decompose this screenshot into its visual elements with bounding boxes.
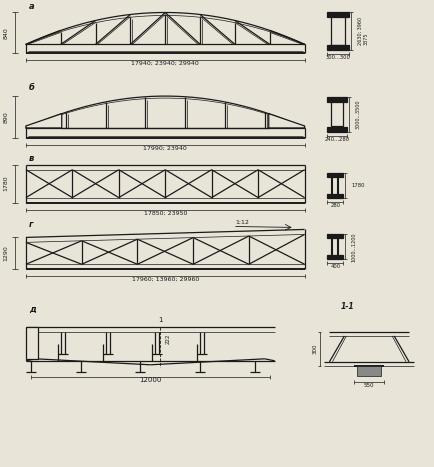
Text: 17940; 23940; 29940: 17940; 23940; 29940: [132, 61, 199, 66]
Text: 222: 222: [165, 333, 170, 344]
Text: 890: 890: [3, 111, 9, 123]
Text: 1780: 1780: [3, 176, 9, 191]
Polygon shape: [269, 113, 305, 128]
Text: 12000: 12000: [139, 377, 161, 383]
Text: 1-1: 1-1: [341, 302, 354, 311]
Text: 3000...3500: 3000...3500: [355, 100, 360, 129]
Bar: [328, 127, 347, 132]
Text: 17960; 13960; 29960: 17960; 13960; 29960: [132, 277, 199, 282]
Bar: [332, 102, 343, 126]
Bar: [357, 366, 381, 376]
Text: 17850; 23950: 17850; 23950: [144, 211, 187, 215]
Text: 400: 400: [330, 264, 341, 269]
Bar: [26, 327, 38, 359]
Text: 1: 1: [158, 317, 162, 323]
Text: 550: 550: [364, 382, 375, 388]
Text: 240...280: 240...280: [325, 137, 350, 142]
Text: 2630; 3960
3375: 2630; 3960 3375: [357, 17, 368, 45]
Text: а: а: [29, 2, 35, 12]
Text: 1:12: 1:12: [235, 220, 249, 226]
Text: 300: 300: [312, 344, 318, 354]
Text: 1780: 1780: [352, 183, 365, 188]
Text: в: в: [29, 154, 34, 163]
Bar: [328, 234, 343, 238]
Bar: [328, 13, 349, 17]
Bar: [328, 45, 349, 50]
Bar: [328, 173, 343, 177]
Text: 1290: 1290: [3, 246, 9, 261]
Text: 17990; 23940: 17990; 23940: [143, 146, 187, 151]
Text: 840: 840: [3, 27, 9, 39]
Bar: [328, 194, 343, 198]
Text: 300...300: 300...300: [326, 55, 351, 60]
Text: б: б: [29, 83, 35, 92]
Bar: [332, 17, 345, 45]
Bar: [328, 97, 347, 102]
Text: 280: 280: [330, 203, 341, 207]
Text: г: г: [29, 220, 33, 229]
Text: д: д: [29, 305, 36, 314]
Text: 1000...1200: 1000...1200: [352, 232, 356, 262]
Bar: [328, 255, 343, 259]
Polygon shape: [26, 113, 62, 128]
